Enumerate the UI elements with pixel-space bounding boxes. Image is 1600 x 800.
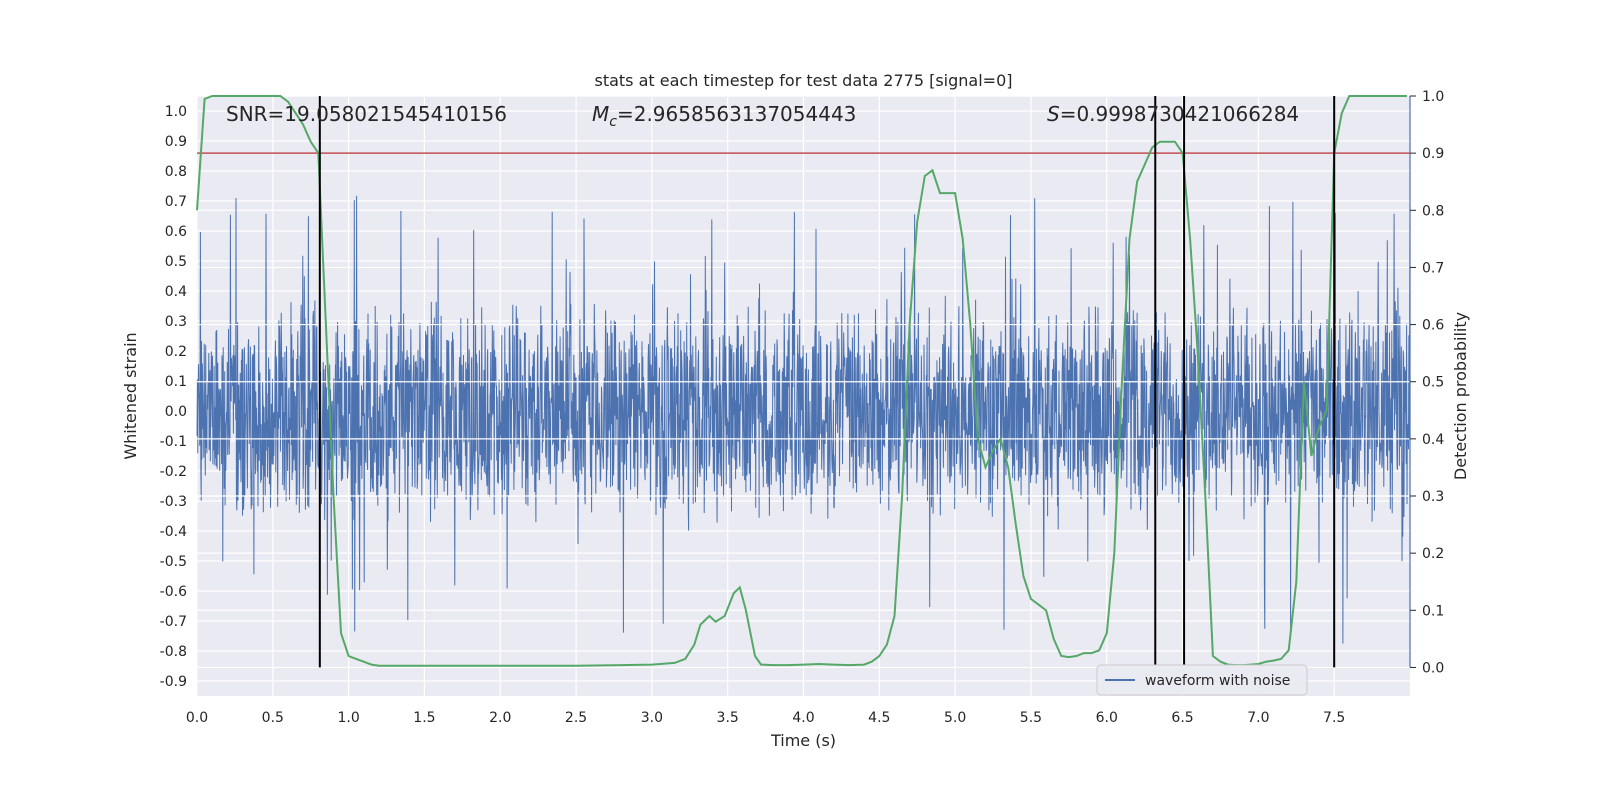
snr-annotation: SNR=19.058021545410156 [226,102,507,126]
x-tick-label: 5.5 [1020,710,1042,726]
y-tick-label: -0.3 [160,494,187,510]
x-tick-label: 4.0 [792,710,814,726]
y-tick-label: 0.5 [165,254,187,270]
x-tick-label: 1.5 [413,710,435,726]
y-right-tick-label: 1.0 [1422,89,1444,105]
x-tick-label: 0.5 [262,710,284,726]
x-tick-label: 6.5 [1171,710,1193,726]
y-right-tick-label: 0.9 [1422,146,1444,162]
y-tick-label: 0.0 [165,404,187,420]
y-right-tick-label: 0.4 [1422,432,1444,448]
x-tick-label: 2.0 [489,710,511,726]
crossing-lines [318,96,1336,668]
legend: waveform with noise [1096,664,1308,696]
legend-label-waveform: waveform with noise [1145,673,1290,689]
s-value: =0.9998730421066284 [1060,102,1299,126]
y-tick-label: 1.0 [165,104,187,120]
chart-title: stats at each timestep for test data 277… [594,71,1012,90]
s-statistic-annotation: S=0.9998730421066284 [1047,102,1299,126]
y-tick-label: 0.9 [165,134,187,150]
y-tick-label: -0.1 [160,434,187,450]
x-tick-label: 0.0 [186,710,208,726]
x-tick-label: 3.0 [641,710,663,726]
y-tick-label: 0.3 [165,314,187,330]
y-right-tick-label: 0.1 [1422,603,1444,619]
y-axis-label-right: Detection probability [1451,312,1470,480]
x-tick-label: 7.0 [1247,710,1269,726]
y-tick-label: 0.8 [165,164,187,180]
y-right-tick-label: 0.0 [1422,660,1444,676]
x-tick-label: 3.5 [717,710,739,726]
waveform-line [196,195,1411,644]
y-tick-label: -0.8 [160,644,187,660]
x-tick-label: 4.5 [868,710,890,726]
x-tick-label: 7.5 [1323,710,1345,726]
y-right-tick-label: 0.5 [1422,375,1444,391]
x-tick-label: 2.5 [565,710,587,726]
chirp-mass-annotation: Mc=2.9658563137054443 [592,102,856,130]
x-tick-label: 5.0 [944,710,966,726]
x-axis-label: Time (s) [770,731,836,750]
chirp-mass-subscript: c [609,114,617,130]
x-tick-label: 6.0 [1096,710,1118,726]
y-tick-label: 0.7 [165,194,187,210]
y-right-tick-label: 0.6 [1422,318,1444,334]
y-tick-label: -0.9 [160,674,187,690]
y-tick-label: -0.6 [160,584,187,600]
y-right-tick-label: 0.3 [1422,489,1444,505]
y-tick-label: -0.7 [160,614,187,630]
legend-box [1096,664,1308,696]
waveform-series [196,195,1411,644]
axes: 0.0 0.5 1.0 1.5 2.0 2.5 3.0 3.5 4.0 4.5 5.0 5.5 6.0 6… [160,89,1445,726]
y-tick-label: -0.5 [160,554,187,570]
chirp-mass-symbol: M [592,102,609,126]
y-right-tick-label: 0.2 [1422,546,1444,562]
y-tick-label: 0.4 [165,284,187,300]
y-tick-label: 0.2 [165,344,187,360]
s-symbol: S [1047,102,1060,126]
x-tick-label: 1.0 [337,710,359,726]
y-tick-label: -0.4 [160,524,187,540]
y-right-tick-label: 0.7 [1422,260,1444,276]
y-tick-label: 0.1 [165,374,187,390]
y-tick-label: 0.6 [165,224,187,240]
chirp-mass-value: =2.9658563137054443 [617,102,856,126]
y-tick-label: -0.2 [160,464,187,480]
y-right-tick-label: 0.8 [1422,203,1444,219]
y-axis-label-left: Whitened strain [121,332,140,459]
